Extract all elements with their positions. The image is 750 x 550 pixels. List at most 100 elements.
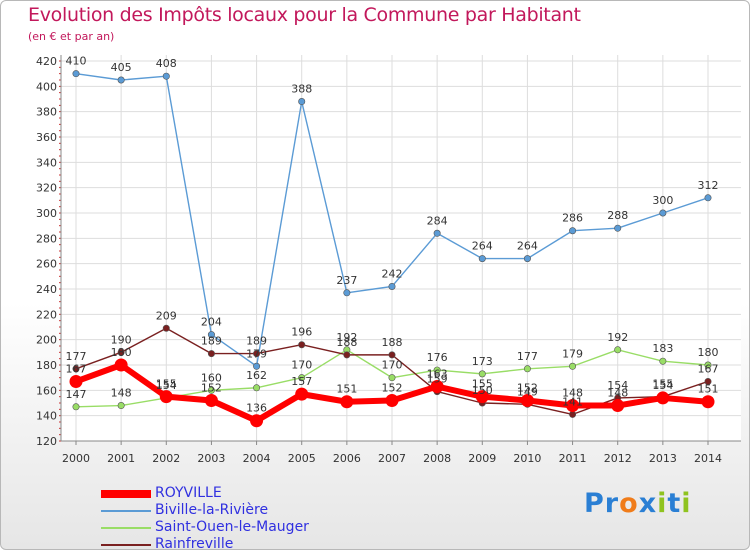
data-label-biville-la-riviere: 286 — [562, 212, 583, 225]
y-tick-label: 140 — [36, 410, 57, 423]
data-label-saint-ouen-le-mauger: 162 — [246, 369, 267, 382]
data-label-saint-ouen-le-mauger: 179 — [562, 347, 583, 360]
data-point-royville — [250, 414, 264, 428]
data-point-biville-la-riviere — [569, 227, 577, 235]
data-label-rainfreville: 150 — [472, 384, 493, 397]
data-point-saint-ouen-le-mauger — [659, 357, 667, 365]
data-label-saint-ouen-le-mauger: 183 — [652, 342, 673, 355]
data-label-rainfreville: 188 — [336, 336, 357, 349]
legend-swatch — [101, 490, 151, 498]
data-label-saint-ouen-le-mauger: 176 — [427, 351, 448, 364]
data-point-saint-ouen-le-mauger — [207, 386, 215, 394]
chart-subtitle: (en € et par an) — [28, 30, 115, 43]
data-point-saint-ouen-le-mauger — [298, 374, 306, 382]
logo-letter: i — [657, 488, 668, 519]
data-point-rainfreville — [704, 377, 712, 385]
data-point-biville-la-riviere — [388, 282, 396, 290]
data-label-biville-la-riviere: 408 — [156, 57, 177, 70]
data-label-rainfreville: 141 — [562, 395, 583, 408]
data-point-biville-la-riviere — [343, 289, 351, 297]
x-tick-label: 2012 — [604, 452, 632, 465]
y-tick-label: 340 — [36, 156, 57, 169]
x-tick-label: 2002 — [152, 452, 180, 465]
legend-label: ROYVILLE — [155, 485, 222, 501]
legend-swatch — [101, 544, 151, 546]
data-point-biville-la-riviere — [659, 209, 667, 217]
x-tick-label: 2004 — [243, 452, 271, 465]
x-tick-label: 2001 — [107, 452, 135, 465]
data-label-biville-la-riviere: 288 — [607, 209, 628, 222]
data-label-biville-la-riviere: 405 — [111, 61, 132, 74]
data-point-saint-ouen-le-mauger — [569, 362, 577, 370]
data-point-royville — [475, 390, 489, 404]
data-label-royville: 180 — [111, 346, 132, 359]
logo-letter: i — [681, 488, 692, 519]
data-point-royville — [430, 380, 444, 394]
y-tick-label: 320 — [36, 182, 57, 195]
data-point-rainfreville — [388, 351, 396, 359]
logo-letter: x — [638, 488, 658, 519]
y-tick-label: 120 — [36, 435, 57, 448]
data-label-royville: 148 — [562, 387, 583, 400]
x-tick-label: 2006 — [333, 452, 361, 465]
legend-swatch — [101, 510, 151, 512]
data-point-rainfreville — [569, 410, 577, 418]
data-label-saint-ouen-le-mauger: 148 — [111, 387, 132, 400]
data-label-saint-ouen-le-mauger: 170 — [291, 359, 312, 372]
data-label-biville-la-riviere: 179 — [246, 347, 267, 360]
data-label-royville: 152 — [201, 381, 222, 394]
data-label-royville: 167 — [66, 362, 87, 375]
proxiti-logo: Proxiti — [584, 488, 692, 519]
data-label-rainfreville: 159 — [427, 373, 448, 386]
data-point-royville — [656, 391, 670, 405]
data-label-biville-la-riviere: 204 — [201, 316, 222, 329]
logo-letter: o — [619, 488, 639, 519]
data-label-royville: 157 — [291, 375, 312, 388]
y-tick-label: 420 — [36, 55, 57, 68]
legend-label: Biville-la-Rivière — [155, 502, 269, 518]
chart-title: Evolution des Impôts locaux pour la Comm… — [28, 4, 581, 26]
data-label-rainfreville: 154 — [607, 379, 628, 392]
data-point-biville-la-riviere — [298, 98, 306, 106]
data-label-royville: 148 — [607, 387, 628, 400]
y-tick-label: 220 — [36, 308, 57, 321]
data-label-biville-la-riviere: 312 — [698, 179, 719, 192]
data-point-rainfreville — [343, 351, 351, 359]
data-label-royville: 155 — [472, 378, 493, 391]
data-label-biville-la-riviere: 264 — [472, 240, 493, 253]
data-point-royville — [114, 358, 128, 372]
data-point-royville — [204, 393, 218, 407]
data-label-saint-ouen-le-mauger: 170 — [382, 359, 403, 372]
x-tick-label: 2009 — [468, 452, 496, 465]
y-tick-label: 300 — [36, 207, 57, 220]
data-point-biville-la-riviere — [523, 255, 531, 263]
data-label-royville: 152 — [382, 381, 403, 394]
data-label-biville-la-riviere: 242 — [382, 267, 403, 280]
data-label-rainfreville: 209 — [156, 309, 177, 322]
data-point-biville-la-riviere — [72, 70, 80, 78]
data-label-rainfreville: 167 — [698, 362, 719, 375]
data-label-rainfreville: 189 — [201, 335, 222, 348]
data-point-royville — [566, 399, 580, 413]
x-tick-label: 2005 — [288, 452, 316, 465]
data-point-biville-la-riviere — [614, 224, 622, 232]
y-tick-label: 360 — [36, 131, 57, 144]
x-tick-label: 2003 — [197, 452, 225, 465]
data-point-saint-ouen-le-mauger — [478, 370, 486, 378]
data-point-biville-la-riviere — [704, 194, 712, 202]
data-point-biville-la-riviere — [162, 72, 170, 80]
x-tick-label: 2007 — [378, 452, 406, 465]
legend-swatch — [101, 527, 151, 529]
data-point-royville — [295, 387, 309, 401]
data-label-biville-la-riviere: 237 — [336, 274, 357, 287]
y-tick-label: 200 — [36, 334, 57, 347]
data-label-royville: 136 — [246, 402, 267, 415]
data-point-biville-la-riviere — [433, 229, 441, 237]
data-point-royville — [385, 393, 399, 407]
data-label-saint-ouen-le-mauger: 147 — [66, 388, 87, 401]
data-label-royville: 163 — [427, 368, 448, 381]
y-tick-label: 400 — [36, 80, 57, 93]
data-point-saint-ouen-le-mauger — [433, 366, 441, 374]
